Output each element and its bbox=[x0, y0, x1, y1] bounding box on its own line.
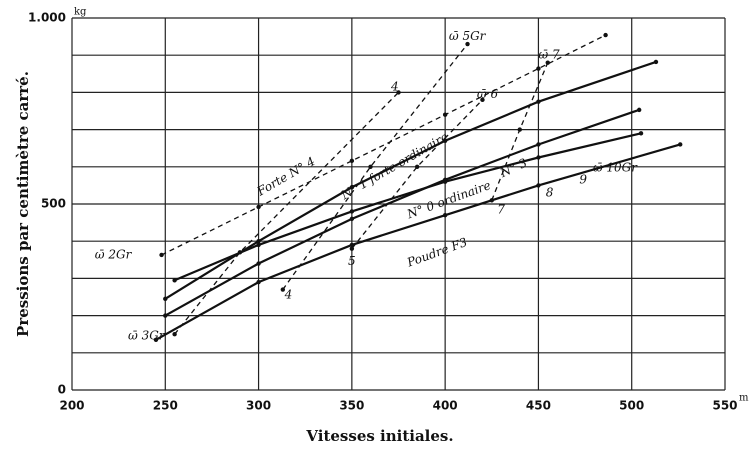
annotation: ω̄ 10Gr bbox=[593, 160, 638, 174]
point bbox=[442, 179, 448, 184]
annotation: 4 bbox=[284, 288, 293, 302]
annotation: 9 bbox=[579, 172, 587, 186]
point bbox=[349, 158, 355, 164]
y-tick-label: 500 bbox=[41, 197, 66, 211]
point bbox=[163, 313, 168, 318]
x-tick-label: 250 bbox=[153, 399, 178, 413]
point bbox=[349, 216, 355, 222]
point bbox=[237, 250, 243, 255]
x-unit: m bbox=[739, 393, 749, 404]
point bbox=[349, 185, 355, 190]
y-unit: kg bbox=[74, 7, 87, 18]
x-tick-label: 550 bbox=[712, 399, 737, 413]
series-line bbox=[282, 43, 469, 290]
point bbox=[636, 107, 642, 113]
point bbox=[414, 164, 420, 169]
series-label: ω̄ 7 bbox=[538, 48, 560, 62]
point bbox=[480, 97, 485, 103]
series-label: N° 1 forte ordinaire bbox=[338, 130, 451, 203]
y-axis-label: Pressions par centimètre carré. bbox=[14, 71, 32, 337]
point bbox=[159, 252, 164, 258]
point bbox=[536, 66, 541, 71]
series-line bbox=[164, 108, 640, 317]
x-tick-label: 450 bbox=[526, 399, 551, 413]
point bbox=[256, 242, 261, 248]
point bbox=[349, 209, 355, 214]
point bbox=[396, 90, 401, 95]
point bbox=[638, 131, 644, 136]
y-tick-label: 1.000 bbox=[28, 11, 66, 25]
point bbox=[256, 204, 261, 210]
point bbox=[256, 239, 261, 244]
x-tick-label: 500 bbox=[619, 399, 644, 413]
point bbox=[256, 279, 261, 285]
annotation: ω̄ 2Gr bbox=[95, 247, 133, 261]
point bbox=[653, 59, 659, 65]
x-tick-label: 300 bbox=[246, 399, 271, 413]
point bbox=[256, 261, 261, 266]
point bbox=[153, 337, 159, 342]
point bbox=[172, 332, 177, 337]
point bbox=[536, 99, 541, 104]
point bbox=[163, 296, 168, 302]
point bbox=[517, 127, 522, 132]
x-tick-label: 350 bbox=[339, 399, 364, 413]
point bbox=[489, 198, 494, 203]
point bbox=[603, 32, 608, 38]
point bbox=[280, 287, 286, 292]
annotation: 7 bbox=[497, 202, 505, 216]
x-tick-label: 200 bbox=[59, 399, 84, 413]
point bbox=[465, 41, 470, 47]
series-line bbox=[155, 143, 681, 341]
point bbox=[349, 246, 355, 251]
point bbox=[442, 112, 448, 117]
series-line bbox=[174, 91, 399, 335]
point bbox=[536, 155, 541, 160]
y-tick-label: 0 bbox=[58, 383, 66, 397]
point bbox=[678, 142, 683, 147]
annotation: 4 bbox=[390, 79, 399, 93]
annotation: 8 bbox=[546, 185, 554, 199]
point bbox=[545, 60, 550, 65]
x-axis-label: Vitesses initiales. bbox=[305, 427, 453, 445]
point bbox=[442, 138, 448, 143]
point bbox=[442, 212, 448, 218]
point bbox=[368, 164, 373, 169]
series-label: ω̄ 6 bbox=[477, 87, 499, 101]
annotation: 5 bbox=[348, 254, 356, 268]
series-label: Forte N° 4 bbox=[254, 154, 318, 199]
series-label: ω̄ 5Gr bbox=[449, 29, 487, 43]
point bbox=[536, 183, 541, 188]
point bbox=[536, 142, 541, 147]
series-line bbox=[174, 132, 642, 282]
series-label: Poudre F3 bbox=[404, 235, 469, 270]
x-tick-label: 400 bbox=[433, 399, 458, 413]
point bbox=[172, 278, 177, 283]
series-label: ω̄ 3Gr bbox=[128, 329, 166, 343]
point bbox=[349, 242, 355, 248]
